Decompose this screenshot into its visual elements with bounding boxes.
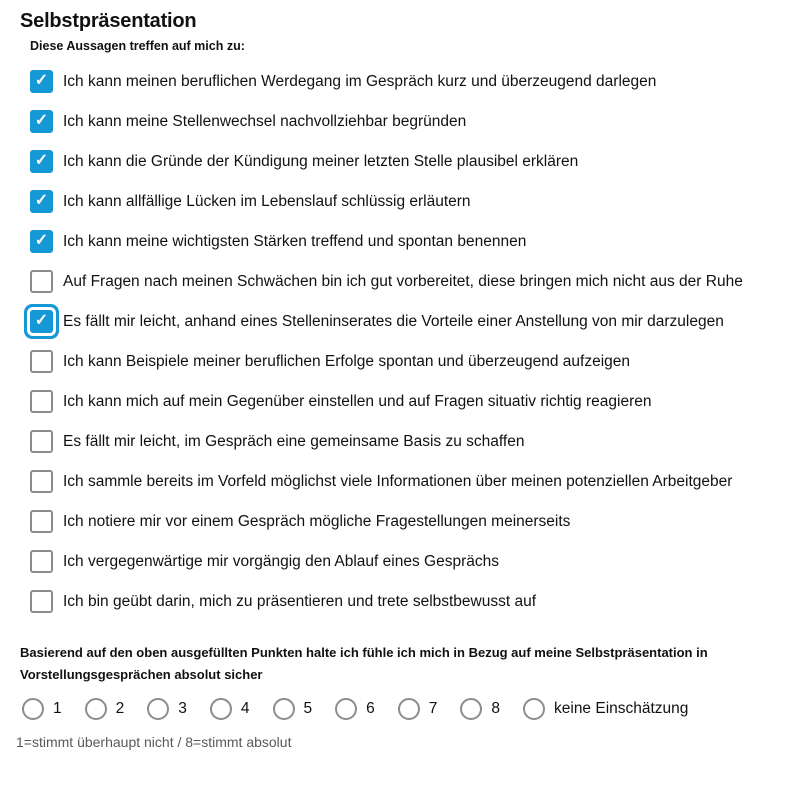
checkbox-label: Ich kann die Gründe der Kündigung meiner… (63, 153, 579, 170)
checkbox-label: Ich vergegenwärtige mir vorgängig den Ab… (63, 553, 499, 570)
checkbox-label: Ich kann meinen beruflichen Werdegang im… (63, 73, 657, 90)
radio-option-4[interactable]: 4 (209, 698, 250, 720)
checkbox-label: Ich kann allfällige Lücken im Lebenslauf… (63, 193, 471, 210)
checkbox-label: Ich kann meine wichtigsten Stärken treff… (63, 233, 527, 250)
radio-label: 6 (366, 700, 375, 717)
checkbox[interactable]: ✓ (30, 510, 53, 533)
radio-option-1[interactable]: 1 (22, 698, 62, 720)
radio-label: 2 (115, 700, 125, 717)
radio-button[interactable] (147, 698, 170, 720)
checkbox-row-6[interactable]: ✓ Auf Fragen nach meinen Schwächen bin i… (30, 269, 769, 294)
checkbox-row-9[interactable]: ✓ Ich kann mich auf mein Gegenüber einst… (30, 389, 769, 414)
checkbox-label: Es fällt mir leicht, im Gespräch eine ge… (63, 433, 525, 450)
page-title: Selbstpräsentation (20, 10, 197, 32)
radio-option-5[interactable]: 5 (272, 698, 313, 720)
checkmark-icon: ✓ (34, 311, 49, 329)
checkbox-row-4[interactable]: ✓ Ich kann allfällige Lücken im Lebensla… (30, 189, 769, 214)
checkbox-row-13[interactable]: ✓ Ich vergegenwärtige mir vorgängig den … (30, 549, 769, 574)
checkbox-label: Ich bin geübt darin, mich zu präsentiere… (63, 593, 537, 610)
checkbox-label: Auf Fragen nach meinen Schwächen bin ich… (63, 273, 743, 290)
checkmark-icon: ✓ (34, 231, 49, 249)
checkbox[interactable]: ✓ (30, 230, 53, 253)
statement-checkbox-list: ✓ Ich kann meinen beruflichen Werdegang … (30, 69, 769, 614)
checkbox[interactable]: ✓ (30, 390, 53, 413)
radio-button[interactable] (523, 698, 545, 720)
radio-button[interactable] (397, 698, 420, 720)
checkbox[interactable]: ✓ (30, 150, 53, 173)
form-instruction: Diese Aussagen treffen auf mich zu: (30, 39, 245, 53)
radio-button[interactable] (335, 698, 358, 720)
checkbox[interactable]: ✓ (30, 590, 53, 613)
radio-option-9[interactable]: keine Einschätzung (523, 698, 688, 720)
radio-option-6[interactable]: 6 (335, 698, 375, 720)
checkbox[interactable]: ✓ (30, 550, 53, 573)
checkbox-row-1[interactable]: ✓ Ich kann meinen beruflichen Werdegang … (30, 69, 769, 94)
checkbox-label: Ich sammle bereits im Vorfeld möglichst … (63, 473, 733, 490)
rating-question: Basierend auf den oben ausgefüllten Punk… (20, 645, 708, 682)
checkbox-row-7[interactable]: ✓ Es fällt mir leicht, anhand eines Stel… (30, 309, 769, 334)
radio-button[interactable] (460, 698, 483, 720)
checkbox-row-12[interactable]: ✓ Ich notiere mir vor einem Gespräch mög… (30, 509, 769, 534)
radio-button[interactable] (272, 698, 295, 720)
radio-label: 3 (178, 700, 187, 717)
checkmark-icon: ✓ (34, 151, 49, 169)
radio-button[interactable] (84, 698, 107, 720)
checkbox[interactable]: ✓ (30, 110, 53, 133)
checkbox-row-5[interactable]: ✓ Ich kann meine wichtigsten Stärken tre… (30, 229, 769, 254)
checkbox[interactable]: ✓ (30, 270, 53, 293)
checkbox-row-14[interactable]: ✓ Ich bin geübt darin, mich zu präsentie… (30, 589, 769, 614)
checkbox-row-10[interactable]: ✓ Es fällt mir leicht, im Gespräch eine … (30, 429, 769, 454)
radio-button[interactable] (22, 698, 44, 720)
checkbox-row-3[interactable]: ✓ Ich kann die Gründe der Kündigung mein… (30, 149, 769, 174)
checkbox[interactable]: ✓ (30, 350, 53, 373)
radio-option-8[interactable]: 8 (460, 698, 500, 720)
checkbox-row-11[interactable]: ✓ Ich sammle bereits im Vorfeld möglichs… (30, 469, 769, 494)
checkbox-label: Ich notiere mir vor einem Gespräch mögli… (63, 513, 571, 530)
radio-label: 1 (53, 700, 62, 717)
radio-label: keine Einschätzung (554, 700, 689, 717)
rating-radio-group: 1 2 3 4 5 6 7 8 keine Einschätzung (22, 698, 769, 720)
radio-button[interactable] (209, 698, 232, 720)
radio-option-3[interactable]: 3 (147, 698, 187, 720)
radio-label: 4 (240, 700, 250, 717)
checkbox-label: Ich kann meine Stellenwechsel nachvollzi… (63, 113, 467, 130)
radio-option-7[interactable]: 7 (397, 698, 438, 720)
checkmark-icon: ✓ (34, 111, 49, 129)
radio-option-2[interactable]: 2 (84, 698, 125, 720)
checkbox[interactable]: ✓ (30, 310, 53, 333)
checkbox[interactable]: ✓ (30, 470, 53, 493)
scale-legend: 1=stimmt überhaupt nicht / 8=stimmt abso… (16, 734, 292, 750)
checkmark-icon: ✓ (34, 71, 49, 89)
checkmark-icon: ✓ (34, 191, 49, 209)
radio-label: 7 (428, 700, 438, 717)
checkbox-label: Ich kann Beispiele meiner beruflichen Er… (63, 353, 630, 370)
checkbox-row-2[interactable]: ✓ Ich kann meine Stellenwechsel nachvoll… (30, 109, 769, 134)
checkbox[interactable]: ✓ (30, 430, 53, 453)
radio-label: 5 (303, 700, 313, 717)
checkbox[interactable]: ✓ (30, 70, 53, 93)
checkbox-row-8[interactable]: ✓ Ich kann Beispiele meiner beruflichen … (30, 349, 769, 374)
checkbox[interactable]: ✓ (30, 190, 53, 213)
checkbox-label: Es fällt mir leicht, anhand eines Stelle… (63, 313, 724, 330)
radio-label: 8 (491, 700, 500, 717)
checkbox-label: Ich kann mich auf mein Gegenüber einstel… (63, 393, 652, 410)
